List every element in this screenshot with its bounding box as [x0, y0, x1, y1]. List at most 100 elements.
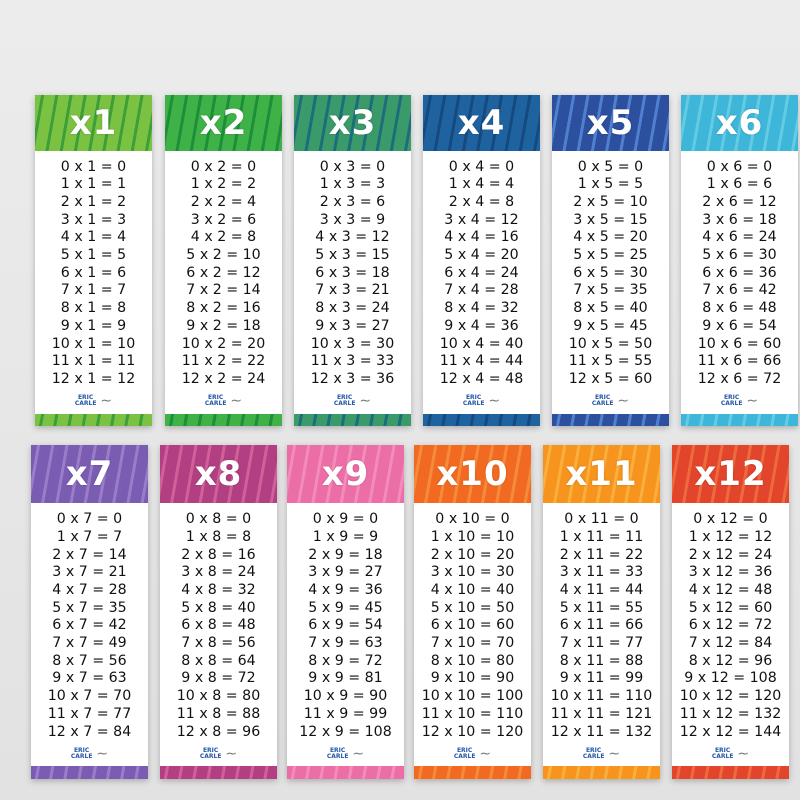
equation: 7 x 3 = 21 [315, 282, 390, 299]
card-title: x8 [194, 454, 243, 495]
card-title: x2 [199, 102, 248, 143]
equation: 10 x 12 = 120 [679, 688, 782, 705]
equation: 12 x 9 = 108 [299, 723, 392, 740]
equation: 2 x 8 = 16 [181, 546, 256, 563]
equation: 12 x 3 = 36 [310, 370, 395, 387]
equation: 2 x 2 = 4 [190, 193, 257, 210]
eric-carle-logo: ERIC CARLE ∼ [414, 741, 531, 766]
equation: 12 x 7 = 84 [47, 723, 132, 740]
card-header: x6 [681, 95, 798, 151]
card-footer-strip [681, 413, 798, 426]
logo-line-1: ERIC [714, 746, 731, 754]
logo-line-2: CARLE [582, 752, 605, 760]
signature-swoosh-icon: ∼ [359, 393, 372, 410]
equation: 0 x 11 = 0 [564, 511, 639, 528]
equation: 11 x 2 = 22 [181, 353, 266, 370]
equation: 1 x 6 = 6 [706, 176, 773, 193]
signature-swoosh-icon: ∼ [230, 393, 243, 410]
equation: 1 x 7 = 7 [56, 528, 123, 545]
equation: 0 x 1 = 0 [60, 158, 127, 175]
equation: 9 x 4 = 36 [444, 317, 519, 334]
logo-line-1: ERIC [329, 746, 346, 754]
equation: 6 x 4 = 24 [444, 264, 519, 281]
equation: 0 x 2 = 0 [190, 158, 257, 175]
equation: 2 x 5 = 10 [573, 193, 648, 210]
equation: 9 x 1 = 9 [60, 317, 127, 334]
equation: 0 x 3 = 0 [319, 158, 386, 175]
equation: 10 x 1 = 10 [51, 335, 136, 352]
logo-line-2: CARLE [333, 400, 356, 408]
equation: 7 x 6 = 42 [702, 282, 777, 299]
equation: 7 x 9 = 63 [308, 635, 383, 652]
logo-line-2: CARLE [453, 752, 476, 760]
equation: 10 x 2 = 20 [181, 335, 266, 352]
eric-carle-logo: ERIC CARLE ∼ [552, 389, 669, 414]
equation: 9 x 5 = 45 [573, 317, 648, 334]
equation: 4 x 1 = 4 [60, 229, 127, 246]
equation: 10 x 6 = 60 [697, 335, 782, 352]
equation: 6 x 9 = 54 [308, 617, 383, 634]
equation: 9 x 9 = 81 [308, 670, 383, 687]
equation: 2 x 10 = 20 [430, 546, 515, 563]
card-header: x2 [165, 95, 282, 151]
equation: 1 x 2 = 2 [190, 176, 257, 193]
equation: 5 x 3 = 15 [315, 247, 390, 264]
equation: 1 x 5 = 5 [577, 176, 644, 193]
equation: 11 x 6 = 66 [697, 353, 782, 370]
equation: 4 x 5 = 20 [573, 229, 648, 246]
card-title: x9 [321, 454, 370, 495]
equation: 8 x 10 = 80 [430, 652, 515, 669]
equation: 11 x 9 = 99 [303, 705, 388, 722]
equation: 2 x 3 = 6 [319, 193, 386, 210]
equation: 5 x 10 = 50 [430, 599, 515, 616]
equation: 11 x 3 = 33 [310, 353, 395, 370]
card-title: x4 [457, 102, 506, 143]
equation: 8 x 8 = 64 [181, 652, 256, 669]
signature-swoosh-icon: ∼ [479, 745, 492, 762]
equation: 6 x 11 = 66 [559, 617, 644, 634]
equation: 8 x 2 = 16 [186, 300, 261, 317]
equation: 11 x 7 = 77 [47, 705, 132, 722]
equation: 1 x 9 = 9 [312, 528, 379, 545]
card-header: x9 [287, 445, 404, 504]
equation: 12 x 11 = 132 [550, 723, 653, 740]
equation: 7 x 12 = 84 [688, 635, 773, 652]
equation: 1 x 8 = 8 [185, 528, 252, 545]
equation: 7 x 1 = 7 [60, 282, 127, 299]
equation: 5 x 2 = 10 [186, 247, 261, 264]
equation: 6 x 8 = 48 [181, 617, 256, 634]
equation: 5 x 5 = 25 [573, 247, 648, 264]
equation: 0 x 6 = 0 [706, 158, 773, 175]
equation: 11 x 4 = 44 [439, 353, 524, 370]
equation: 12 x 1 = 12 [51, 370, 136, 387]
equation: 11 x 8 = 88 [176, 705, 261, 722]
equation: 5 x 4 = 20 [444, 247, 519, 264]
equation: 12 x 2 = 24 [181, 370, 266, 387]
logo-line-2: CARLE [720, 400, 743, 408]
card-footer-strip [287, 766, 404, 779]
equation: 2 x 4 = 8 [448, 193, 515, 210]
logo-line-2: CARLE [70, 752, 93, 760]
equation: 10 x 9 = 90 [303, 688, 388, 705]
equation: 4 x 4 = 16 [444, 229, 519, 246]
card-header: x12 [672, 445, 789, 504]
equation: 8 x 11 = 88 [559, 652, 644, 669]
equation: 5 x 12 = 60 [688, 599, 773, 616]
equation: 6 x 10 = 60 [430, 617, 515, 634]
equation: 9 x 6 = 54 [702, 317, 777, 334]
logo-line-2: CARLE [326, 752, 349, 760]
signature-swoosh-icon: ∼ [608, 745, 621, 762]
